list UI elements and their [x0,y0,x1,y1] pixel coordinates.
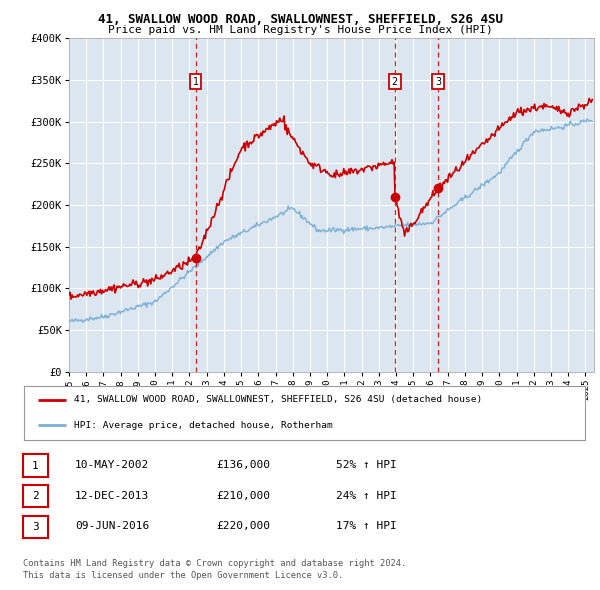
Text: 52% ↑ HPI: 52% ↑ HPI [336,460,397,470]
Text: HPI: Average price, detached house, Rotherham: HPI: Average price, detached house, Roth… [74,421,333,430]
Text: £210,000: £210,000 [216,491,270,500]
Text: £136,000: £136,000 [216,460,270,470]
Text: 10-MAY-2002: 10-MAY-2002 [75,460,149,470]
Text: 12-DEC-2013: 12-DEC-2013 [75,491,149,500]
Text: 09-JUN-2016: 09-JUN-2016 [75,522,149,531]
Text: Contains HM Land Registry data © Crown copyright and database right 2024.: Contains HM Land Registry data © Crown c… [23,559,406,568]
Text: £220,000: £220,000 [216,522,270,531]
Text: 24% ↑ HPI: 24% ↑ HPI [336,491,397,500]
Text: Price paid vs. HM Land Registry's House Price Index (HPI): Price paid vs. HM Land Registry's House … [107,25,493,35]
Text: 3: 3 [435,77,441,87]
Text: 2: 2 [32,491,39,501]
Text: 17% ↑ HPI: 17% ↑ HPI [336,522,397,531]
Text: 41, SWALLOW WOOD ROAD, SWALLOWNEST, SHEFFIELD, S26 4SU (detached house): 41, SWALLOW WOOD ROAD, SWALLOWNEST, SHEF… [74,395,483,404]
Text: 3: 3 [32,522,39,532]
Text: This data is licensed under the Open Government Licence v3.0.: This data is licensed under the Open Gov… [23,571,343,580]
Text: 1: 1 [32,461,39,470]
Text: 41, SWALLOW WOOD ROAD, SWALLOWNEST, SHEFFIELD, S26 4SU: 41, SWALLOW WOOD ROAD, SWALLOWNEST, SHEF… [97,13,503,26]
Text: 2: 2 [392,77,398,87]
Text: 1: 1 [193,77,199,87]
